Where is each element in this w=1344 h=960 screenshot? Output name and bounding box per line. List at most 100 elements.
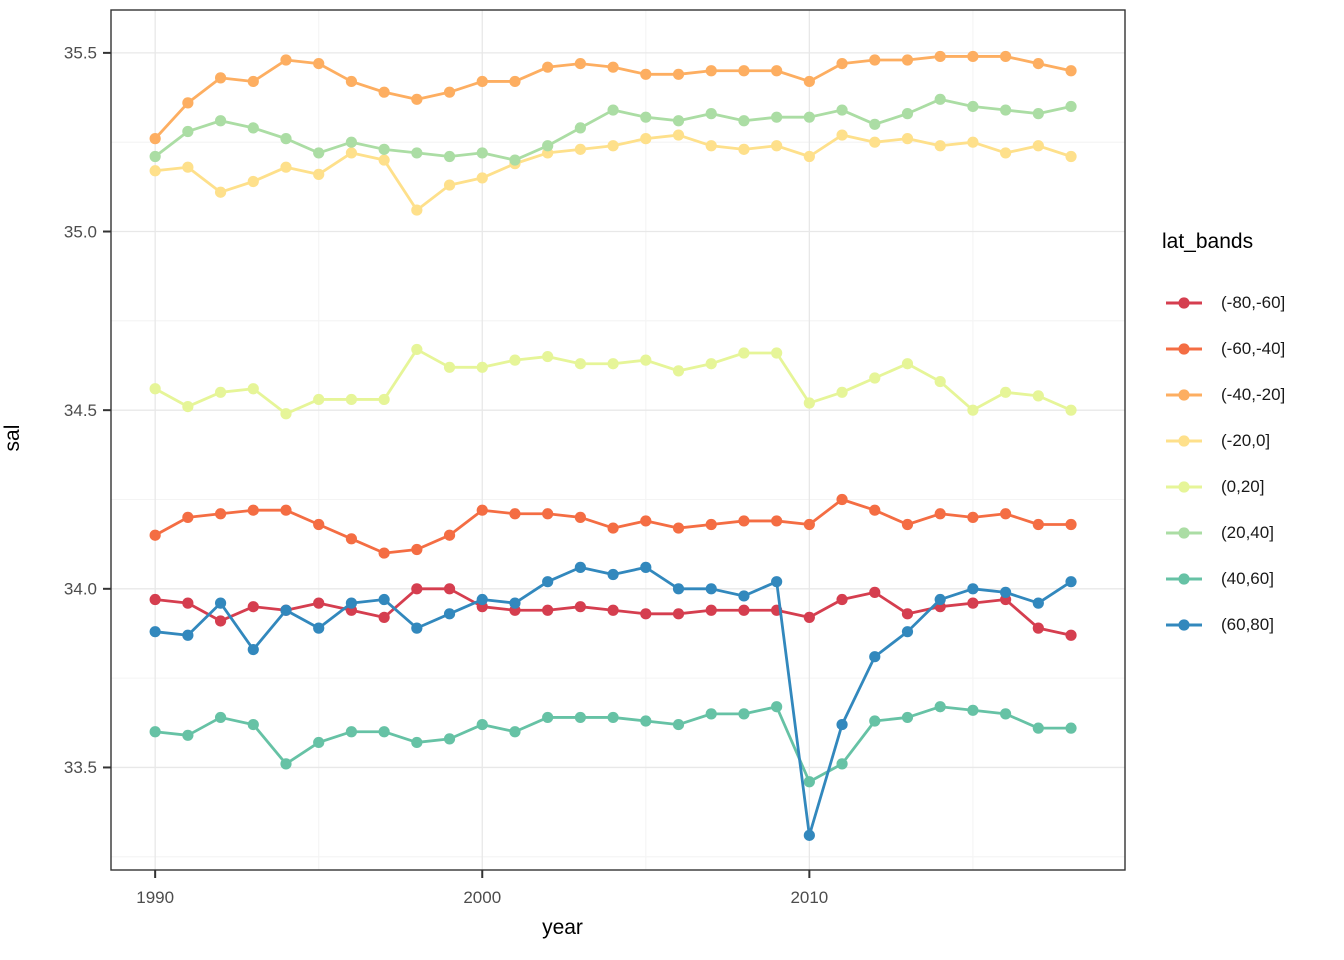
data-point bbox=[705, 108, 717, 120]
data-point bbox=[411, 736, 423, 749]
data-point bbox=[672, 129, 685, 141]
series-5 bbox=[149, 93, 1077, 166]
data-point bbox=[509, 597, 521, 609]
data-point bbox=[836, 57, 848, 70]
data-point bbox=[149, 529, 161, 541]
data-point bbox=[574, 511, 586, 523]
data-point bbox=[542, 508, 554, 520]
data-point bbox=[672, 583, 685, 595]
x-tick-label: 2010 bbox=[790, 888, 828, 907]
legend-entry: (0,20] bbox=[1160, 464, 1344, 510]
legend-title: lat_bands bbox=[1162, 230, 1254, 253]
data-point bbox=[836, 593, 848, 606]
data-point bbox=[1065, 576, 1077, 588]
data-point bbox=[214, 386, 227, 398]
data-point bbox=[1000, 508, 1012, 520]
data-point bbox=[640, 68, 652, 80]
legend-key-line-point-icon bbox=[1166, 389, 1202, 401]
data-point bbox=[1000, 147, 1012, 159]
data-point bbox=[214, 711, 227, 724]
legend-key-line-point-icon bbox=[1166, 343, 1202, 355]
data-point bbox=[934, 93, 946, 105]
series-2 bbox=[149, 50, 1077, 145]
data-point bbox=[672, 115, 685, 127]
data-point bbox=[738, 604, 750, 616]
data-point bbox=[771, 701, 783, 713]
data-point bbox=[869, 118, 881, 130]
data-point bbox=[443, 529, 456, 541]
series-7 bbox=[149, 561, 1077, 841]
legend-entry-label: (20,40] bbox=[1221, 523, 1274, 542]
data-point bbox=[901, 626, 914, 638]
data-point bbox=[901, 711, 914, 724]
legend-entry-label: (-60,-40] bbox=[1221, 339, 1286, 358]
data-point bbox=[443, 150, 456, 163]
legend-entry-label: (-80,-60] bbox=[1221, 293, 1286, 312]
axes: 33.5 34.0 34.5 35.0 35.5 1990 2000 2010 bbox=[64, 44, 828, 907]
data-point bbox=[574, 143, 586, 155]
data-point bbox=[378, 726, 390, 738]
data-point bbox=[869, 54, 881, 66]
data-point bbox=[313, 597, 325, 609]
data-point bbox=[509, 508, 521, 520]
data-point bbox=[901, 518, 914, 531]
data-point bbox=[672, 522, 685, 534]
data-point bbox=[149, 383, 161, 395]
data-point bbox=[803, 150, 815, 163]
data-point bbox=[705, 140, 717, 152]
data-point bbox=[934, 593, 946, 606]
y-tick-label: 35.0 bbox=[64, 222, 97, 241]
data-point bbox=[378, 393, 390, 406]
data-point bbox=[214, 508, 227, 520]
data-point bbox=[411, 543, 423, 556]
data-point bbox=[378, 611, 390, 623]
data-point bbox=[1065, 629, 1077, 641]
data-point bbox=[247, 601, 259, 613]
data-point bbox=[803, 611, 815, 623]
data-point bbox=[542, 604, 554, 616]
data-point bbox=[280, 54, 292, 66]
data-point bbox=[607, 604, 619, 616]
data-point bbox=[738, 115, 750, 127]
data-point bbox=[705, 583, 717, 595]
legend-key-line-point-icon bbox=[1166, 619, 1202, 631]
data-point bbox=[738, 143, 750, 155]
legend-entry: (-40,-20] bbox=[1160, 372, 1344, 418]
data-point bbox=[901, 54, 914, 66]
data-point bbox=[672, 608, 685, 620]
series-3 bbox=[149, 129, 1077, 216]
data-point bbox=[672, 365, 685, 377]
data-point bbox=[967, 100, 979, 113]
data-point bbox=[574, 57, 586, 70]
data-point bbox=[247, 504, 259, 516]
data-point bbox=[378, 86, 390, 98]
data-point bbox=[574, 561, 586, 573]
data-point bbox=[476, 172, 488, 184]
data-point bbox=[345, 533, 358, 545]
data-point bbox=[967, 704, 979, 716]
data-point bbox=[443, 86, 456, 98]
legend-entries: (-80,-60] (-60,-40] (-40,-20] (-20,0] (0,20]… bbox=[1160, 280, 1344, 648]
y-tick-label: 34.0 bbox=[64, 580, 97, 599]
data-point bbox=[247, 643, 259, 656]
data-point bbox=[149, 165, 161, 177]
data-point bbox=[313, 57, 325, 70]
data-point bbox=[640, 133, 652, 145]
data-point bbox=[182, 125, 194, 138]
data-point bbox=[574, 358, 586, 370]
data-point bbox=[542, 350, 554, 363]
legend-key-line-point-icon bbox=[1166, 435, 1202, 447]
data-point bbox=[771, 515, 783, 527]
data-point bbox=[738, 347, 750, 359]
data-point bbox=[1065, 518, 1077, 531]
data-point bbox=[1032, 390, 1044, 402]
legend-key-line-point-icon bbox=[1166, 573, 1202, 585]
data-point bbox=[247, 718, 259, 731]
data-point bbox=[182, 97, 194, 109]
data-point bbox=[509, 354, 521, 366]
data-point bbox=[771, 111, 783, 123]
data-point bbox=[607, 61, 619, 73]
data-point bbox=[280, 758, 292, 770]
data-point bbox=[411, 343, 423, 356]
legend-key-line-point-icon bbox=[1166, 481, 1202, 493]
